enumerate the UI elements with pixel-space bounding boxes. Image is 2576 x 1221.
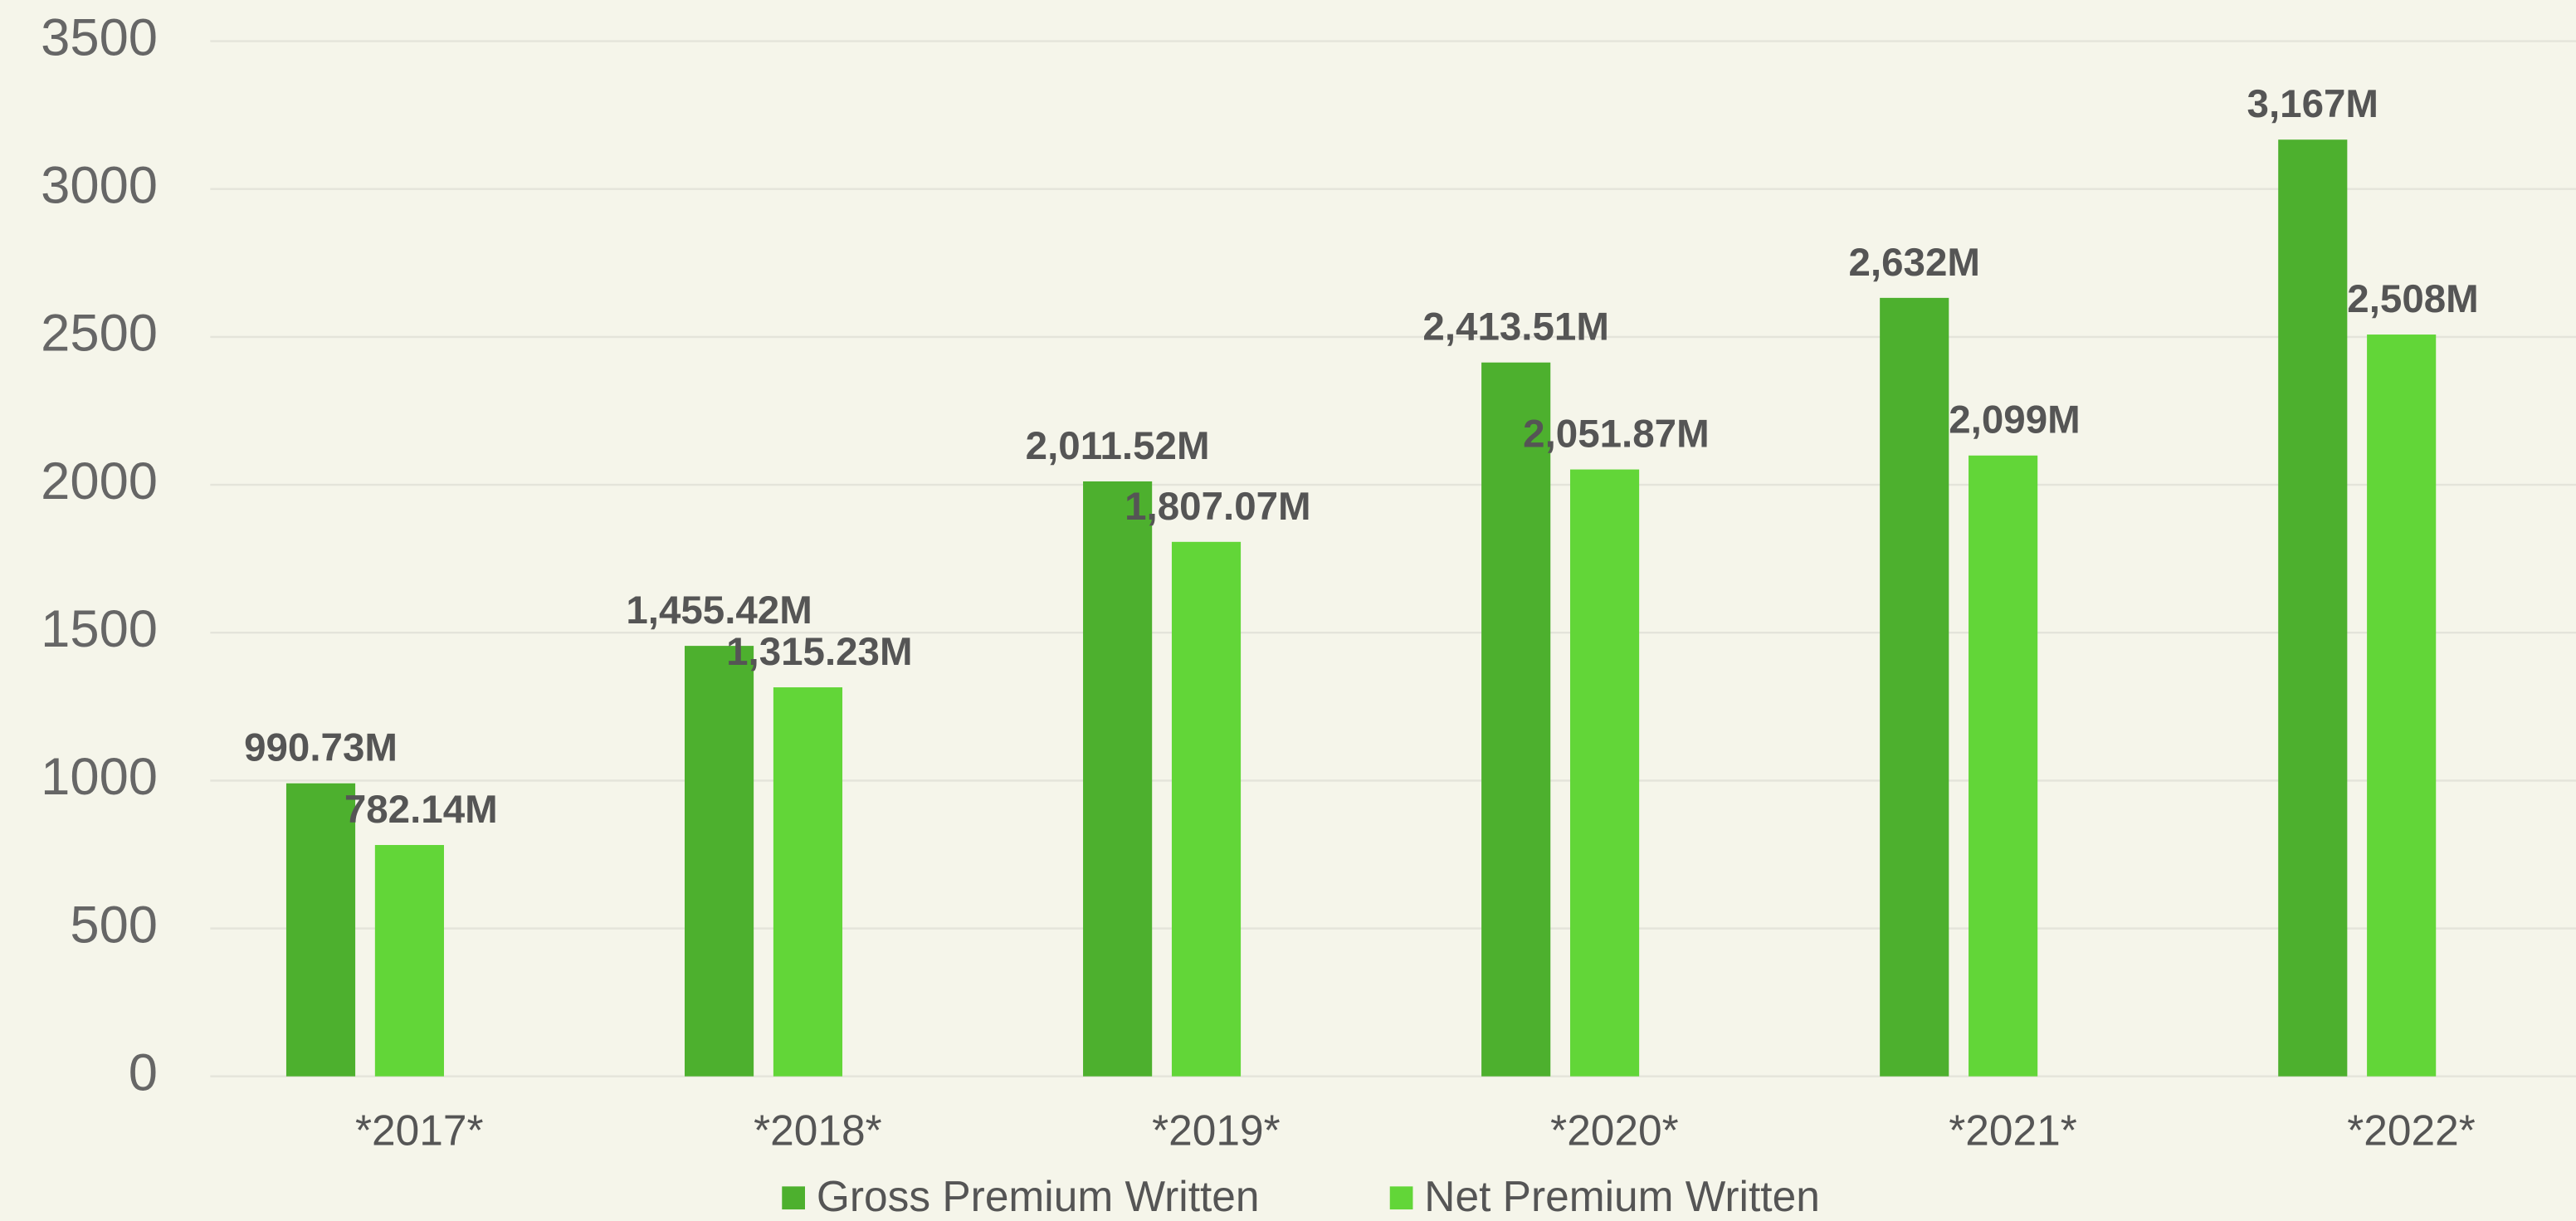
bar xyxy=(1569,469,1640,1077)
legend-label: Gross Premium Written xyxy=(817,1172,1260,1220)
legend-label: Net Premium Written xyxy=(1424,1172,1820,1220)
x-tick-label: *2020* xyxy=(1550,1106,1679,1155)
data-label: 2,508M xyxy=(2347,277,2478,321)
y-tick-label: 1000 xyxy=(41,748,158,806)
data-label: 3,167M xyxy=(2247,82,2378,126)
data-label: 2,011.52M xyxy=(1026,424,1210,468)
bar xyxy=(2278,139,2348,1077)
y-tick-label: 3000 xyxy=(41,156,158,214)
bar xyxy=(1083,481,1153,1077)
y-tick-label: 2500 xyxy=(41,305,158,363)
data-label: 1,807.07M xyxy=(1125,485,1310,529)
data-label: 2,051.87M xyxy=(1523,413,1709,457)
data-label: 782.14M xyxy=(344,788,498,832)
bar xyxy=(1969,455,2038,1077)
legend-swatch xyxy=(782,1186,805,1210)
data-label: 1,315.23M xyxy=(726,630,912,674)
x-tick-label: *2017* xyxy=(355,1106,484,1155)
y-tick-label: 500 xyxy=(70,896,158,954)
y-tick-label: 0 xyxy=(129,1043,158,1101)
y-tick-label: 2000 xyxy=(41,452,158,510)
bar xyxy=(1481,362,1551,1077)
legend-swatch xyxy=(1389,1186,1413,1210)
x-tick-label: *2018* xyxy=(754,1106,882,1155)
y-tick-label: 3500 xyxy=(41,8,158,66)
data-label: 2,413.51M xyxy=(1422,305,1608,349)
y-tick-label: 1500 xyxy=(41,600,158,658)
bar xyxy=(285,783,356,1077)
data-label: 1,455.42M xyxy=(626,589,812,632)
bar xyxy=(1171,541,1242,1077)
x-tick-label: *2022* xyxy=(2347,1106,2476,1155)
bar xyxy=(773,687,843,1077)
bar xyxy=(684,646,754,1077)
x-tick-label: *2021* xyxy=(1949,1106,2077,1155)
data-label: 990.73M xyxy=(244,726,398,770)
bar xyxy=(374,845,444,1077)
x-tick-label: *2019* xyxy=(1152,1106,1281,1155)
data-label: 2,632M xyxy=(1849,241,1980,285)
data-label: 2,099M xyxy=(1949,398,2080,442)
bar xyxy=(2367,335,2437,1077)
bar xyxy=(1880,297,1949,1077)
